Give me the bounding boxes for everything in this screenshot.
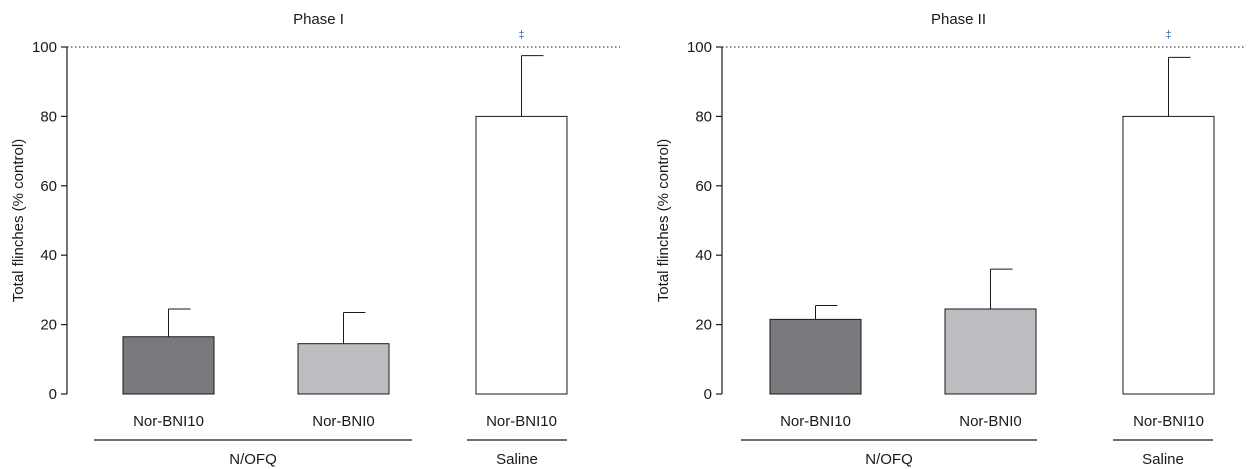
group-label: N/OFQ xyxy=(865,451,913,468)
chart-panel-2: Phase II Total flinches (% control) 0 20 40 6… xyxy=(655,11,1245,468)
y-tick-label: 20 xyxy=(40,317,57,334)
category-label: Nor-BNI10 xyxy=(133,413,204,430)
bar xyxy=(475,115,568,395)
significance-marker: ‡ xyxy=(1165,29,1171,41)
y-tick-label: 80 xyxy=(695,108,712,125)
y-tick-label: 0 xyxy=(704,386,712,403)
y-tick-label: 0 xyxy=(49,386,57,403)
category-label: Nor-BNI10 xyxy=(780,413,851,430)
y-axis-label: Total flinches (% control) xyxy=(655,139,672,302)
bar xyxy=(769,318,862,395)
category-label: Nor-BNI0 xyxy=(312,413,375,430)
y-axis-label: Total flinches (% control) xyxy=(10,139,27,302)
group-label: N/OFQ xyxy=(229,451,277,468)
chart-title: Phase II xyxy=(931,11,986,28)
y-tick-label: 40 xyxy=(40,247,57,264)
group-label: Saline xyxy=(1142,451,1184,468)
bar xyxy=(122,336,215,395)
group-label: Saline xyxy=(496,451,538,468)
category-label: Nor-BNI10 xyxy=(486,413,557,430)
bar xyxy=(297,343,390,395)
bar xyxy=(944,308,1037,395)
y-tick-label: 100 xyxy=(32,39,57,56)
category-label: Nor-BNI0 xyxy=(959,413,1022,430)
y-tick-label: 60 xyxy=(40,178,57,195)
chart-title: Phase I xyxy=(293,11,344,28)
chart-panel-1: Phase I Total flinches (% control) 0 20 40 60… xyxy=(10,11,620,468)
y-tick-label: 40 xyxy=(695,247,712,264)
significance-marker: ‡ xyxy=(518,29,524,41)
y-tick-label: 60 xyxy=(695,178,712,195)
category-label: Nor-BNI10 xyxy=(1133,413,1204,430)
y-tick-label: 80 xyxy=(40,108,57,125)
y-tick-label: 100 xyxy=(687,39,712,56)
bar xyxy=(1122,115,1215,395)
y-tick-label: 20 xyxy=(695,317,712,334)
